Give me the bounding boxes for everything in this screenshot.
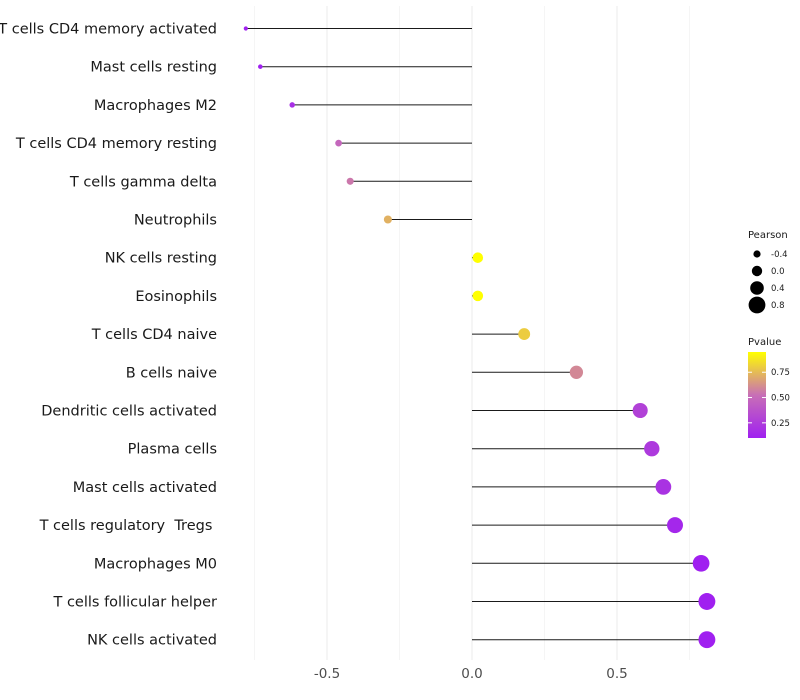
data-point [655, 479, 672, 495]
category-label: T cells CD4 memory resting [15, 136, 217, 152]
category-label: Plasma cells [128, 442, 217, 458]
category-label: Macrophages M2 [94, 98, 217, 114]
data-point [644, 441, 660, 457]
category-label: B cells naive [126, 365, 217, 381]
point-layer [243, 26, 716, 649]
legend-pearson-title: Pearson [748, 230, 788, 241]
legend-pvalue: Pvalue 0.75 0.50 0.25 [748, 337, 790, 438]
legend-color-label: 0.50 [771, 394, 790, 404]
data-point [472, 290, 484, 302]
data-point [335, 139, 342, 147]
legend-size-label: 0.0 [771, 267, 785, 277]
category-label: NK cells resting [105, 251, 217, 267]
data-point [698, 631, 716, 649]
legend-size-key [753, 250, 761, 258]
x-tick-label: 0.0 [461, 666, 482, 682]
stem-layer [245, 28, 707, 641]
data-point [243, 26, 248, 31]
x-axis-ticks: -0.5 0.0 0.5 [314, 666, 628, 682]
legend-size-key [748, 296, 766, 314]
legend-size-label: -0.4 [771, 250, 788, 260]
data-point [667, 517, 683, 534]
data-point [383, 215, 392, 224]
legend-pvalue-title: Pvalue [748, 337, 781, 348]
legend-size-label: 0.8 [771, 301, 785, 311]
data-point [472, 252, 484, 263]
category-label: T cells CD4 naive [91, 327, 217, 343]
data-point [698, 593, 716, 610]
category-label: NK cells activated [87, 633, 217, 649]
legend-pearson: Pearson -0.4 0.0 0.4 0.8 [748, 230, 788, 314]
legend-size-label: 0.4 [771, 284, 785, 294]
data-point [346, 177, 354, 185]
legend-color-bar [748, 352, 766, 438]
category-label: T cells regulatory Tregs [39, 518, 217, 534]
data-point [632, 402, 648, 419]
category-label: Eosinophils [135, 289, 217, 305]
data-point [518, 328, 531, 341]
category-label: Dendritic cells activated [41, 404, 217, 420]
category-label: T cells gamma delta [69, 174, 217, 190]
x-tick-label: 0.5 [606, 666, 627, 682]
legend-size-key [750, 281, 764, 295]
category-label: Macrophages M0 [94, 556, 217, 572]
category-label: T cells CD4 memory activated [0, 22, 217, 38]
category-label: Mast cells resting [90, 60, 217, 76]
category-label: Neutrophils [134, 213, 217, 229]
legend-color-label: 0.25 [771, 419, 790, 429]
data-point [569, 365, 584, 379]
data-point [258, 64, 263, 69]
grid-layer [254, 6, 690, 660]
legend-color-label: 0.75 [771, 368, 790, 378]
category-labels: T cells CD4 memory activated Mast cells r… [0, 22, 217, 649]
category-label: Mast cells activated [73, 480, 217, 496]
data-point [289, 102, 295, 108]
category-label: T cells follicular helper [52, 595, 217, 611]
x-tick-label: -0.5 [314, 666, 340, 682]
legend-size-key [751, 265, 763, 277]
data-point [692, 554, 710, 572]
